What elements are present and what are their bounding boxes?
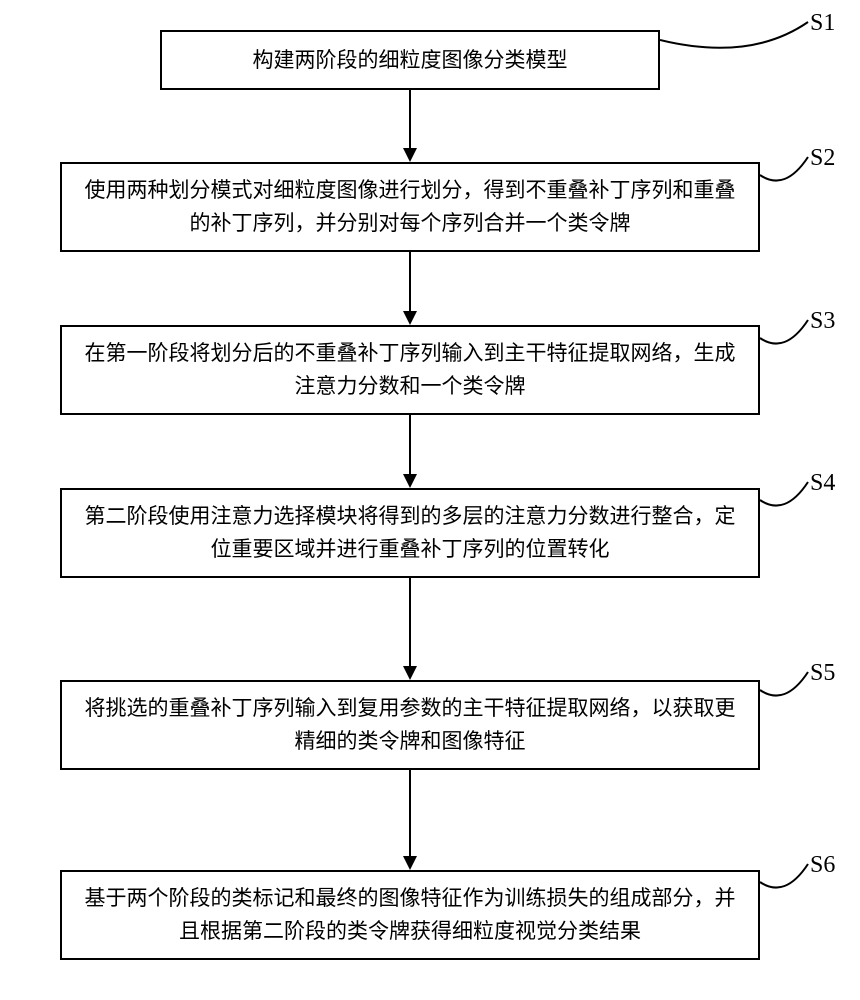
arrow-s5-s6 xyxy=(398,770,422,870)
step-label-s1: S1 xyxy=(810,10,835,37)
step-text: 将挑选的重叠补丁序列输入到复用参数的主干特征提取网络，以获取更精细的类令牌和图像… xyxy=(82,692,738,757)
connector-s5 xyxy=(760,662,810,702)
step-box-s5: 将挑选的重叠补丁序列输入到复用参数的主干特征提取网络，以获取更精细的类令牌和图像… xyxy=(60,680,760,770)
arrow-s4-s5 xyxy=(398,578,422,680)
step-label-s5: S5 xyxy=(810,660,835,687)
step-label-s6: S6 xyxy=(810,852,835,879)
step-text: 构建两阶段的细粒度图像分类模型 xyxy=(253,44,568,77)
connector-s6 xyxy=(760,854,810,894)
step-box-s4: 第二阶段使用注意力选择模块将得到的多层的注意力分数进行整合，定位重要区域并进行重… xyxy=(60,488,760,578)
connector-s1 xyxy=(660,12,810,52)
connector-s3 xyxy=(760,310,810,350)
step-text: 在第一阶段将划分后的不重叠补丁序列输入到主干特征提取网络，生成注意力分数和一个类… xyxy=(82,337,738,402)
step-text: 基于两个阶段的类标记和最终的图像特征作为训练损失的组成部分，并且根据第二阶段的类… xyxy=(82,882,738,947)
step-box-s2: 使用两种划分模式对细粒度图像进行划分，得到不重叠补丁序列和重叠的补丁序列，并分别… xyxy=(60,162,760,252)
step-box-s1: 构建两阶段的细粒度图像分类模型 xyxy=(160,30,660,90)
connector-s2 xyxy=(760,147,810,187)
step-label-s4: S4 xyxy=(810,470,835,497)
step-label-s3: S3 xyxy=(810,308,835,335)
arrow-s2-s3 xyxy=(398,252,422,325)
step-text: 第二阶段使用注意力选择模块将得到的多层的注意力分数进行整合，定位重要区域并进行重… xyxy=(82,500,738,565)
step-text: 使用两种划分模式对细粒度图像进行划分，得到不重叠补丁序列和重叠的补丁序列，并分别… xyxy=(82,174,738,239)
step-label-s2: S2 xyxy=(810,145,835,172)
step-box-s6: 基于两个阶段的类标记和最终的图像特征作为训练损失的组成部分，并且根据第二阶段的类… xyxy=(60,870,760,960)
arrow-s1-s2 xyxy=(398,90,422,162)
flowchart-container: 构建两阶段的细粒度图像分类模型 使用两种划分模式对细粒度图像进行划分，得到不重叠… xyxy=(0,0,860,1000)
connector-s4 xyxy=(760,472,810,512)
step-box-s3: 在第一阶段将划分后的不重叠补丁序列输入到主干特征提取网络，生成注意力分数和一个类… xyxy=(60,325,760,415)
arrow-s3-s4 xyxy=(398,415,422,488)
